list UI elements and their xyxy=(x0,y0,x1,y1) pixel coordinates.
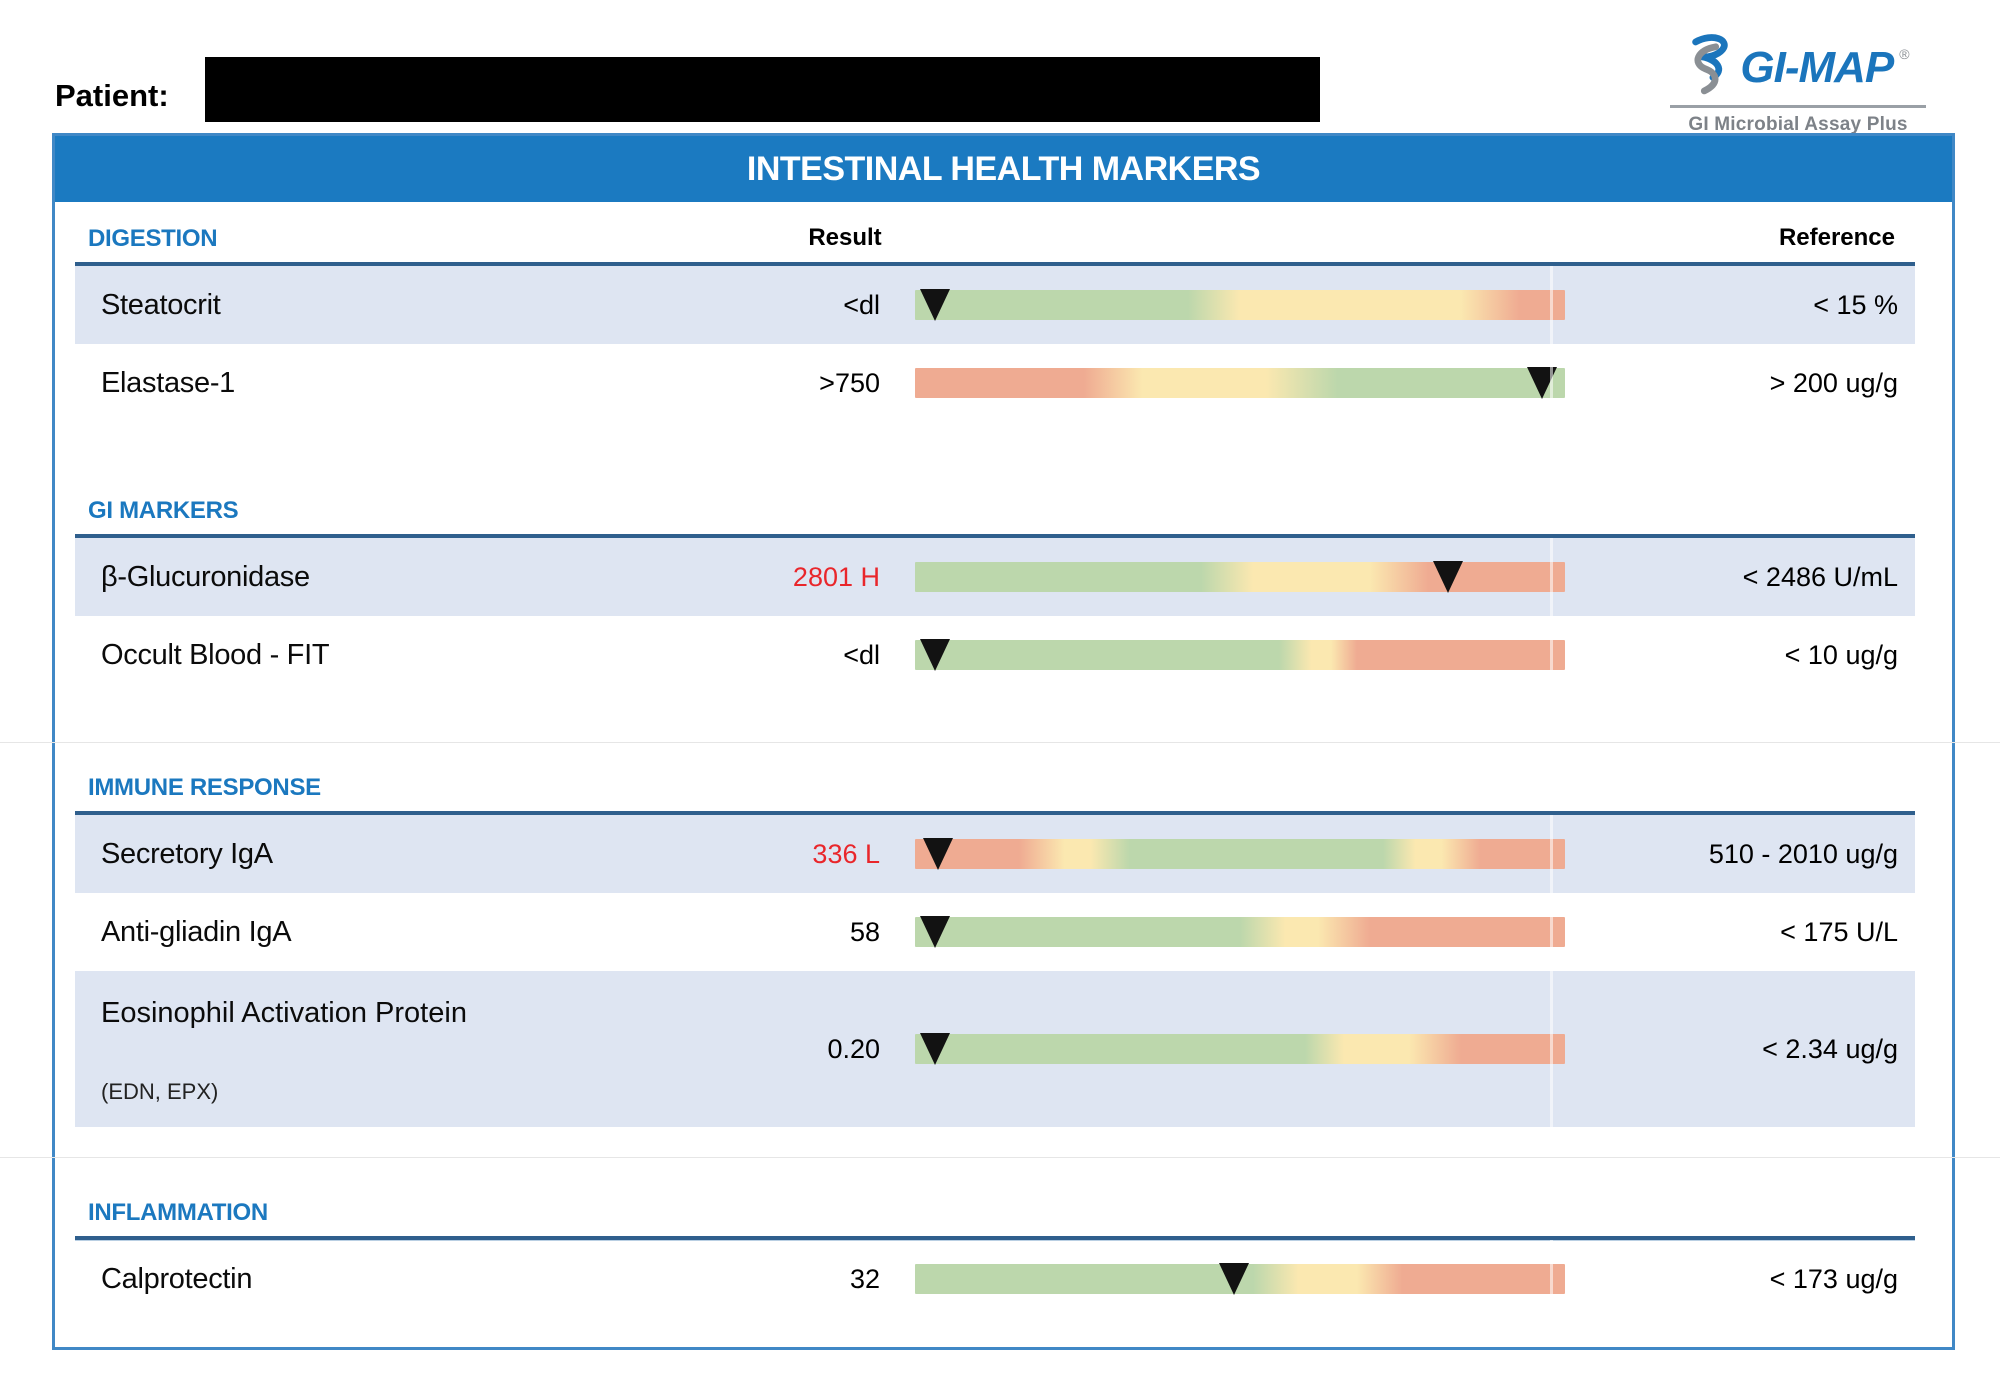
reference-value: < 10 ug/g xyxy=(1784,639,1898,670)
range-bar-cell xyxy=(915,916,1565,948)
reference-value: 510 - 2010 ug/g xyxy=(1708,838,1898,869)
intestinal-health-markers-panel: INTESTINAL HEALTH MARKERS DIGESTION Resul… xyxy=(52,133,1955,1350)
marker-name-cell: Secretory IgA xyxy=(101,837,273,870)
panel-title: INTESTINAL HEALTH MARKERS xyxy=(746,149,1261,188)
result-value: <dl xyxy=(843,289,880,320)
page-seam-line xyxy=(0,742,2000,743)
range-gradient-bar xyxy=(915,640,1565,670)
range-bar-cell xyxy=(915,1033,1565,1065)
section-header-gi-markers: GI MARKERS xyxy=(55,496,1952,526)
reference-value: < 15 % xyxy=(1813,289,1898,320)
logo-brand-text: GI-MAP xyxy=(1740,42,1894,92)
range-gradient-bar xyxy=(915,368,1565,398)
marker-row-anti-gliadin-iga: Anti-gliadin IgA 58 < 175 U/L xyxy=(75,893,1915,971)
result-triangle-indicator xyxy=(919,1033,950,1065)
marker-row-elastase-1: Elastase-1 >750 > 200 ug/g xyxy=(75,344,1915,422)
reference-column-header: Reference xyxy=(1778,224,1895,251)
section-label: GI MARKERS xyxy=(88,497,239,524)
patient-label: Patient: xyxy=(55,78,169,113)
range-bar-cell xyxy=(915,1263,1565,1295)
result-value: <dl xyxy=(843,639,880,670)
logo-divider xyxy=(1670,105,1926,108)
section-label: IMMUNE RESPONSE xyxy=(88,774,321,801)
range-bar-cell xyxy=(915,367,1565,399)
result-triangle-indicator xyxy=(1218,1263,1249,1295)
reference-value: < 175 U/L xyxy=(1780,916,1898,947)
marker-row-calprotectin: Calprotectin 32 < 173 ug/g xyxy=(75,1240,1915,1318)
sections: DIGESTION Result Reference Steatocrit <dl < 1… xyxy=(55,224,1952,1318)
marker-name-cell: β-Glucuronidase xyxy=(101,560,310,593)
section-underline xyxy=(75,1236,1915,1240)
result-triangle-indicator xyxy=(1433,561,1463,593)
marker-name-cell: Steatocrit xyxy=(101,288,221,321)
range-gradient-bar xyxy=(915,1034,1565,1064)
section-underline xyxy=(75,534,1915,538)
result-value: 336 L xyxy=(812,838,880,869)
result-value: 0.20 xyxy=(827,1033,880,1064)
registered-mark: ® xyxy=(1899,45,1910,62)
range-gradient-bar xyxy=(915,562,1565,592)
panel-title-bar: INTESTINAL HEALTH MARKERS xyxy=(55,136,1952,202)
result-triangle-indicator xyxy=(919,916,950,948)
range-bar-cell xyxy=(915,289,1565,321)
range-bar-cell xyxy=(915,561,1565,593)
marker-name-cell: Elastase-1 xyxy=(101,366,236,399)
result-triangle-indicator xyxy=(1527,367,1558,399)
result-triangle-indicator xyxy=(919,289,950,321)
range-bar-cell xyxy=(915,639,1565,671)
section-header-digestion: DIGESTION Result Reference xyxy=(55,224,1952,254)
range-bar-cell xyxy=(915,838,1565,870)
reference-value: > 200 ug/g xyxy=(1769,367,1898,398)
section-underline xyxy=(75,811,1915,815)
marker-name-cell: Occult Blood - FIT xyxy=(101,638,330,671)
section-header-immune-response: IMMUNE RESPONSE xyxy=(55,773,1952,803)
marker-row-occult-blood-fit: Occult Blood - FIT <dl < 10 ug/g xyxy=(75,616,1915,694)
result-value: >750 xyxy=(819,367,880,398)
marker-row-eosinophil-activation-protein: Eosinophil Activation Protein (EDN, EPX) 0… xyxy=(75,971,1915,1127)
marker-row-secretory-iga: Secretory IgA 336 L 510 - 2010 ug/g xyxy=(75,815,1915,893)
marker-subname: (EDN, EPX) xyxy=(101,1079,219,1104)
result-triangle-indicator xyxy=(922,838,953,870)
reference-value: < 2486 U/mL xyxy=(1742,561,1898,592)
section-label: DIGESTION xyxy=(88,225,218,252)
result-column-header: Result xyxy=(808,224,882,251)
result-value: 2801 H xyxy=(792,561,880,592)
reference-value: < 173 ug/g xyxy=(1769,1263,1898,1294)
reference-value: < 2.34 ug/g xyxy=(1762,1033,1898,1064)
section-header-inflammation: INFLAMMATION xyxy=(55,1198,1952,1228)
logo-subtitle: GI Microbial Assay Plus xyxy=(1688,114,1908,135)
marker-name: Eosinophil Activation Protein xyxy=(101,997,467,1029)
marker-row-glucuronidase: β-Glucuronidase 2801 H < 2486 U/mL xyxy=(75,538,1915,616)
section-label: INFLAMMATION xyxy=(88,1199,268,1226)
range-gradient-bar xyxy=(915,290,1565,320)
marker-row-steatocrit: Steatocrit <dl < 15 % xyxy=(75,266,1915,344)
patient-name-redaction-bar xyxy=(205,57,1320,122)
section-underline xyxy=(75,262,1915,266)
result-value: 32 xyxy=(849,1263,880,1294)
marker-name-cell: Calprotectin xyxy=(101,1262,253,1295)
result-value: 58 xyxy=(849,916,880,947)
range-gradient-bar xyxy=(915,917,1565,947)
range-gradient-bar xyxy=(915,839,1565,869)
marker-name-cell: Anti-gliadin IgA xyxy=(101,915,292,948)
result-triangle-indicator xyxy=(919,639,950,671)
dna-swirl-icon xyxy=(1686,34,1734,101)
gi-map-logo: GI-MAP ® GI Microbial Assay Plus xyxy=(1668,34,1928,136)
page-seam-line xyxy=(0,1157,2000,1158)
